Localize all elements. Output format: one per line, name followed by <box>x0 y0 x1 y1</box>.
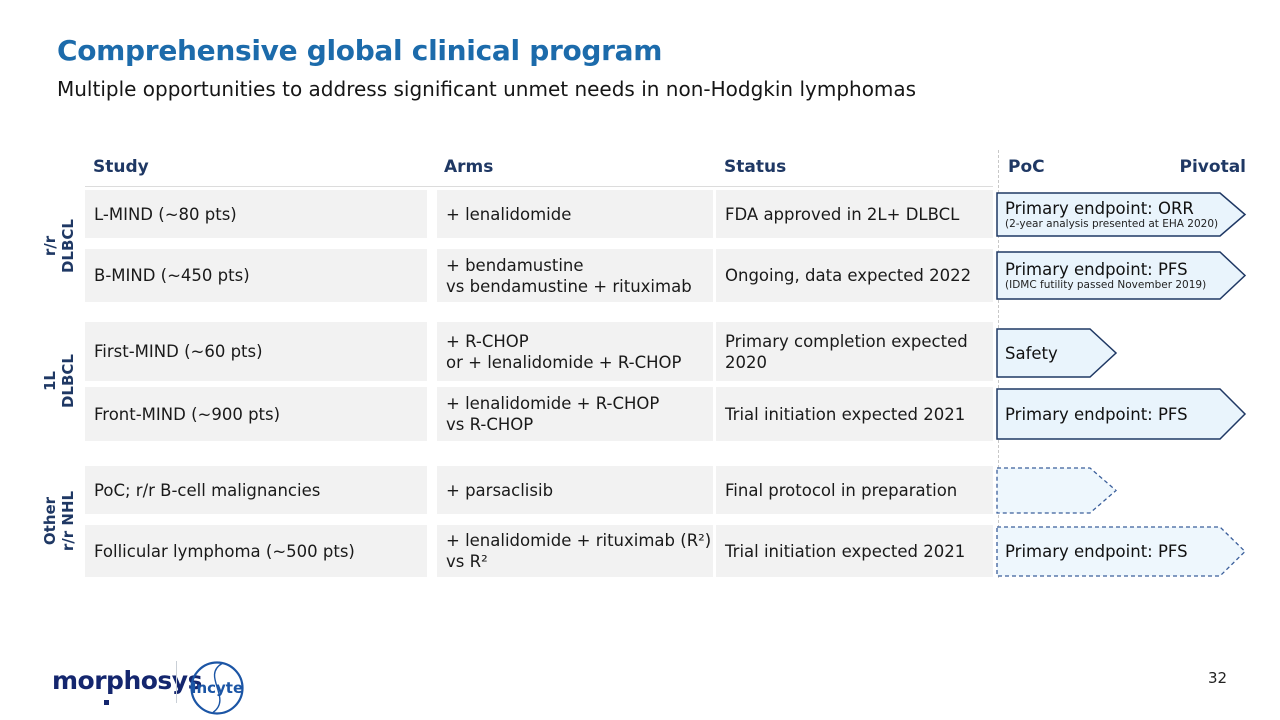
table-row-cell-arms: + parsaclisib <box>437 466 713 514</box>
table-row-cell-status: FDA approved in 2L+ DLBCL <box>716 190 993 238</box>
header-divider-line <box>85 186 993 187</box>
table-row-cell-status: Trial initiation expected 2021 <box>716 387 993 441</box>
table-row-cell-study: PoC; r/r B-cell malignancies <box>85 466 427 514</box>
arms-line: + lenalidomide + R-CHOP <box>446 394 660 413</box>
status-text: Ongoing, data expected 2022 <box>725 266 972 285</box>
study-name: Front-MIND (~900 pts) <box>94 404 281 424</box>
column-header-pivotal: Pivotal <box>1179 157 1246 177</box>
column-header-poc: PoC <box>1008 157 1045 177</box>
arms-line: + R-CHOP <box>446 331 529 351</box>
arrow-sub-label: (IDMC futility passed November 2019) <box>1005 278 1207 291</box>
table-row-cell-status: Final protocol in preparation <box>716 466 993 514</box>
table-row-cell-arms: + lenalidomide <box>437 190 713 238</box>
status-text: Final protocol in preparation <box>725 480 958 500</box>
page-subtitle: Multiple opportunities to address signif… <box>57 77 917 101</box>
table-row-cell-status: Primary completion expected 2020 <box>716 322 993 381</box>
pivotal-arrow-bmind: Primary endpoint: PFS (IDMC futility pas… <box>996 251 1247 300</box>
group-label-line: 1L <box>41 371 59 391</box>
page-title: Comprehensive global clinical program <box>57 34 663 67</box>
poc-arrow-firstmind: Safety <box>996 328 1118 378</box>
arrow-main-label: Safety <box>1005 343 1058 363</box>
status-text: Trial initiation expected 2021 <box>725 404 966 424</box>
arms-line: vs bendamustine + rituximab <box>446 276 692 296</box>
logo-divider-line <box>176 661 177 703</box>
arms-line: + lenalidomide <box>446 204 572 224</box>
incyte-logo: Incyte <box>189 660 245 716</box>
group-label-line: r/r NHL <box>59 490 77 552</box>
table-row-cell-study: L-MIND (~80 pts) <box>85 190 427 238</box>
incyte-logo-text: Incyte <box>190 679 244 697</box>
table-row-cell-arms: + R-CHOP or + lenalidomide + R-CHOP <box>437 322 713 381</box>
group-label-1l-dlbcl: 1L DLBCL <box>37 326 81 436</box>
status-text: FDA approved in 2L+ DLBCL <box>725 204 960 224</box>
group-label-line: r/r <box>41 235 59 257</box>
arms-line: + lenalidomide + rituximab (R²) <box>446 531 712 550</box>
study-name: Follicular lymphoma (~500 pts) <box>94 541 355 561</box>
table-row-cell-status: Ongoing, data expected 2022 <box>716 249 993 302</box>
study-name: PoC; r/r B-cell malignancies <box>94 480 321 500</box>
study-name: B-MIND (~450 pts) <box>94 266 250 285</box>
arrow-main-label: Primary endpoint: PFS <box>1005 404 1188 424</box>
group-label-line: Other <box>41 496 59 546</box>
arrow-shape <box>996 328 1118 378</box>
study-name: First-MIND (~60 pts) <box>94 342 263 361</box>
group-label-other-rr-nhl: Other r/r NHL <box>37 466 81 576</box>
poc-arrow-parsaclisib <box>996 467 1118 514</box>
arms-line: + bendamustine <box>446 255 584 275</box>
status-text: Trial initiation expected 2021 <box>725 541 966 561</box>
arrow-main-label: Primary endpoint: ORR <box>1005 198 1194 218</box>
study-name: L-MIND (~80 pts) <box>94 204 237 224</box>
arrow-shape-dashed <box>996 467 1117 514</box>
table-row-cell-status: Trial initiation expected 2021 <box>716 525 993 577</box>
arrow-shape <box>996 192 1247 237</box>
arms-line: vs R-CHOP <box>446 415 534 434</box>
column-header-arms: Arms <box>444 157 494 177</box>
group-label-rr-dlbcl: r/r DLBCL <box>37 191 81 301</box>
arrow-main-label: Primary endpoint: PFS <box>1005 542 1188 561</box>
table-row-cell-study: Front-MIND (~900 pts) <box>85 387 427 441</box>
table-row-cell-arms: + bendamustine vs bendamustine + rituxim… <box>437 249 713 302</box>
incyte-logo-circle <box>190 661 244 715</box>
arms-line: or + lenalidomide + R-CHOP <box>446 352 682 372</box>
group-label-line: DLBCL <box>59 354 77 409</box>
arms-line: + parsaclisib <box>446 480 554 500</box>
group-label-line: DLBCL <box>59 219 77 274</box>
pivotal-arrow-follicular: Primary endpoint: PFS <box>996 526 1247 577</box>
status-text: Primary completion expected 2020 <box>725 331 968 372</box>
morphosys-logo-dot <box>104 700 109 705</box>
table-row-cell-study: First-MIND (~60 pts) <box>85 322 427 381</box>
arrow-main-label: Primary endpoint: PFS <box>1005 259 1188 279</box>
column-header-status: Status <box>724 157 787 177</box>
arrow-sub-label: (2-year analysis presented at EHA 2020) <box>1005 217 1219 230</box>
table-row-cell-arms: + lenalidomide + rituximab (R²) vs R² <box>437 525 713 577</box>
table-row-cell-arms: + lenalidomide + R-CHOP vs R-CHOP <box>437 387 713 441</box>
pivotal-arrow-lmind: Primary endpoint: ORR (2-year analysis p… <box>996 192 1247 237</box>
page-number: 32 <box>1208 669 1228 687</box>
morphosys-logo: morphosys <box>52 666 202 695</box>
column-header-study: Study <box>93 157 149 177</box>
arrow-shape <box>996 388 1247 440</box>
arrow-shape <box>996 251 1247 300</box>
table-row-cell-study: Follicular lymphoma (~500 pts) <box>85 525 427 577</box>
arms-line: vs R² <box>446 552 488 571</box>
table-row-cell-study: B-MIND (~450 pts) <box>85 249 427 302</box>
arrow-shape-dashed <box>996 526 1246 577</box>
pivotal-arrow-frontmind: Primary endpoint: PFS <box>996 388 1247 440</box>
